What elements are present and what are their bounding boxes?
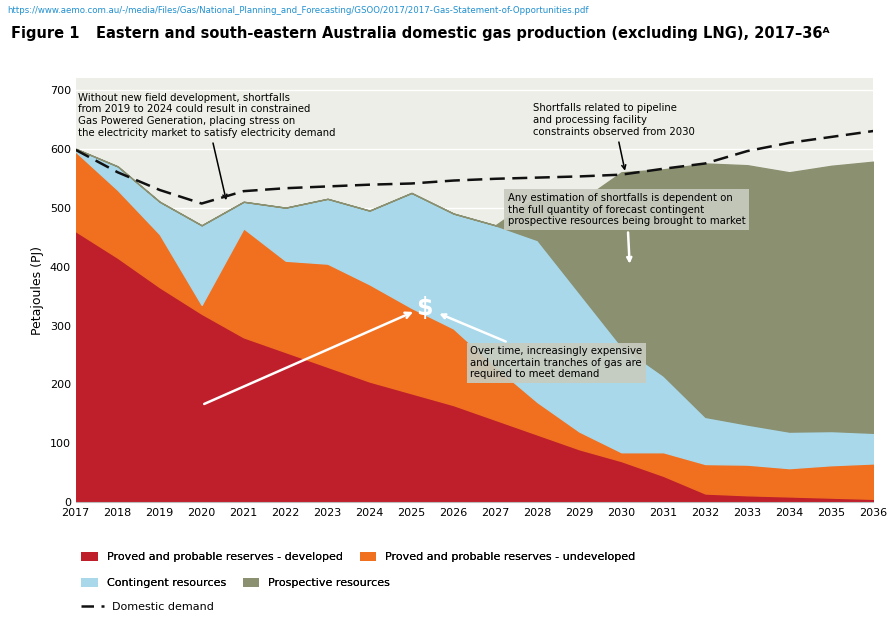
Legend: Contingent resources, Prospective resources: Contingent resources, Prospective resour… <box>81 578 390 588</box>
Text: Over time, increasingly expensive
and uncertain tranches of gas are
required to : Over time, increasingly expensive and un… <box>442 314 642 379</box>
Legend: Domestic demand: Domestic demand <box>81 602 214 612</box>
Text: Shortfalls related to pipeline
and processing facility
constraints observed from: Shortfalls related to pipeline and proce… <box>533 104 695 169</box>
Text: Eastern and south-eastern Australia domestic gas production (excluding LNG), 201: Eastern and south-eastern Australia dome… <box>96 26 830 41</box>
Text: Any estimation of shortfalls is dependent on
the full quantity of forecast conti: Any estimation of shortfalls is dependen… <box>508 193 746 261</box>
Y-axis label: Petajoules (PJ): Petajoules (PJ) <box>31 246 45 334</box>
Text: $: $ <box>416 296 432 320</box>
Text: https://www.aemo.com.au/-/media/Files/Gas/National_Planning_and_Forecasting/GSOO: https://www.aemo.com.au/-/media/Files/Ga… <box>7 6 589 15</box>
Legend: Proved and probable reserves - developed, Proved and probable reserves - undevel: Proved and probable reserves - developed… <box>81 552 635 562</box>
Text: Without new field development, shortfalls
from 2019 to 2024 could result in cons: Without new field development, shortfall… <box>78 93 335 198</box>
Text: Figure 1: Figure 1 <box>11 26 79 41</box>
